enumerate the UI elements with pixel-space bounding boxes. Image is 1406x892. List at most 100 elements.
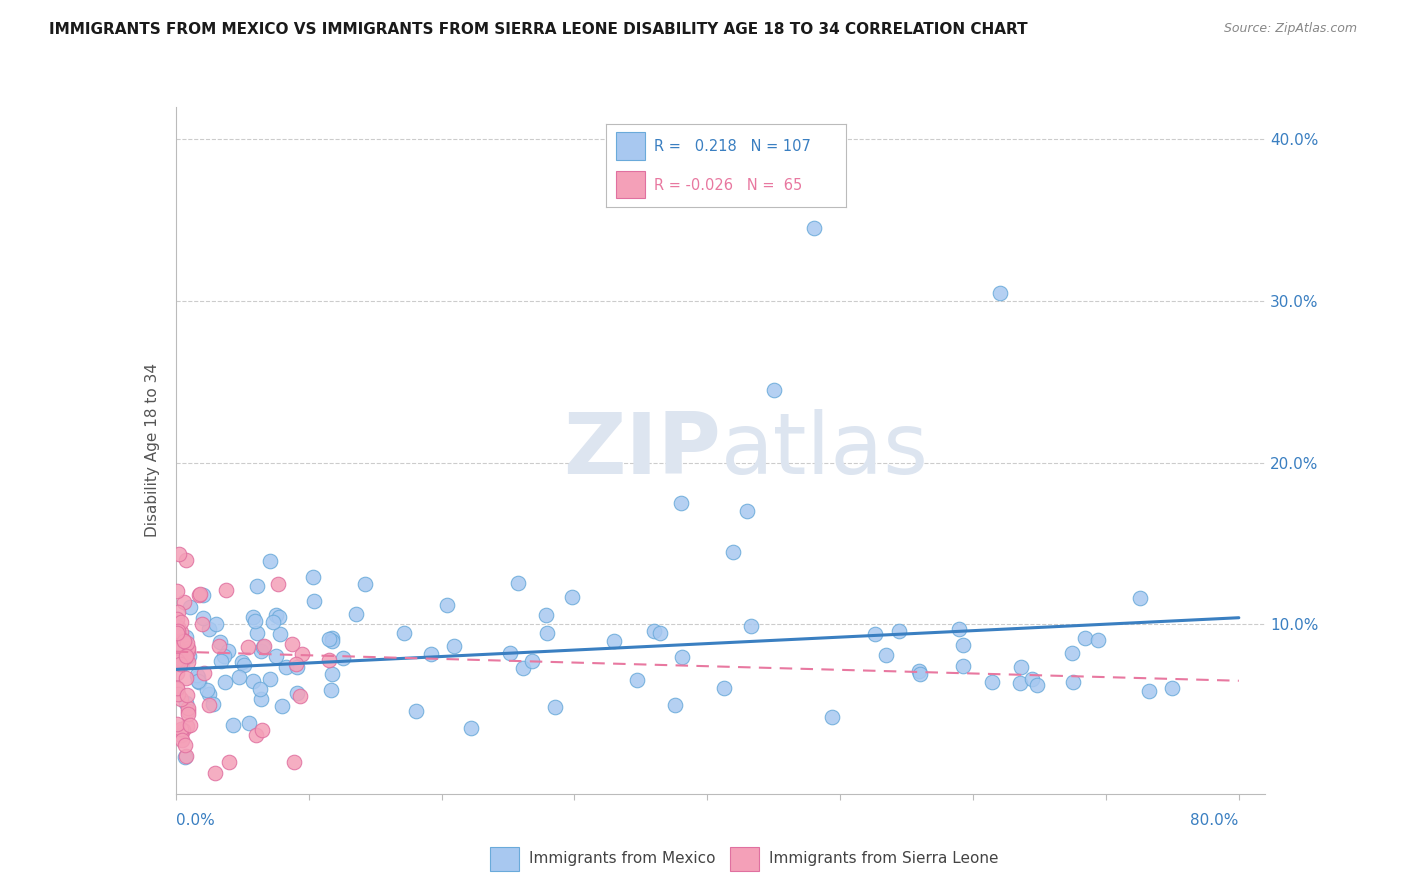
Point [762,383,785,397]
Point [166,681,188,695]
Point [177,655,200,669]
Point [875,648,897,663]
Point [176,719,198,733]
Point [177,649,200,664]
Point [283,755,305,769]
Point [170,728,193,742]
Point [173,633,195,648]
Point [643,624,665,638]
Point [252,723,274,738]
Point [988,285,1011,300]
Point [174,672,197,686]
Point [177,644,200,658]
Point [166,681,188,696]
Point [170,653,193,667]
Point [173,750,195,764]
Point [981,675,1004,690]
Point [271,698,294,713]
Point [1026,678,1049,692]
Point [198,623,221,637]
Point [186,667,208,681]
Point [191,588,214,602]
Point [166,612,188,626]
Point [1010,659,1032,673]
Point [281,636,304,650]
Point [174,748,197,763]
Point [167,605,190,619]
Point [534,608,557,623]
Point [214,675,236,690]
Point [187,674,209,689]
Point [302,570,325,584]
Point [544,700,567,714]
Point [948,622,970,636]
Point [170,722,193,736]
Point [321,666,343,681]
Point [436,598,458,612]
Point [1062,674,1084,689]
Point [179,600,201,615]
Point [238,640,260,654]
Point [246,579,269,593]
Point [460,721,482,735]
Point [735,504,758,518]
Point [238,715,260,730]
Point [176,648,198,663]
Point [215,582,238,597]
Point [344,607,367,622]
Point [246,625,269,640]
Point [1161,681,1184,695]
Point [177,704,200,718]
Point [952,639,974,653]
Point [269,627,291,641]
Point [166,626,188,640]
Point [863,626,886,640]
Point [173,739,195,753]
Point [269,609,291,624]
Point [803,221,825,235]
Bar [616,132,644,160]
Point [264,607,287,622]
Point [274,660,297,674]
Point [173,595,195,609]
Point [172,633,194,648]
Text: R =   0.218   N = 107: R = 0.218 N = 107 [654,139,811,154]
Point [1137,684,1160,698]
Point [259,554,281,568]
Point [202,698,225,712]
Text: Source: ZipAtlas.com: Source: ZipAtlas.com [1223,22,1357,36]
Point [887,624,910,639]
Point [821,709,844,723]
Text: atlas: atlas [721,409,928,492]
Bar [616,171,644,198]
Point [284,657,307,672]
Point [166,640,188,654]
Point [188,588,211,602]
Point [508,575,530,590]
Point [242,673,264,688]
Point [908,667,931,681]
Point [242,609,264,624]
Point [166,620,188,634]
Point [512,661,534,675]
Point [209,635,232,649]
Point [664,698,686,712]
Point [166,640,188,654]
Point [1074,632,1097,646]
Y-axis label: Disability Age 18 to 34: Disability Age 18 to 34 [145,363,160,538]
Text: Immigrants from Sierra Leone: Immigrants from Sierra Leone [769,852,998,866]
Point [1129,591,1152,606]
Point [172,657,194,671]
Point [443,639,465,653]
Point [177,707,200,722]
Point [250,644,273,658]
Bar [491,847,519,871]
Point [250,691,273,706]
Point [626,673,648,688]
Point [392,626,415,640]
Bar [730,847,759,871]
Point [191,611,214,625]
Text: R = -0.026   N =  65: R = -0.026 N = 65 [654,178,803,193]
Point [252,640,274,654]
Point [419,647,441,661]
